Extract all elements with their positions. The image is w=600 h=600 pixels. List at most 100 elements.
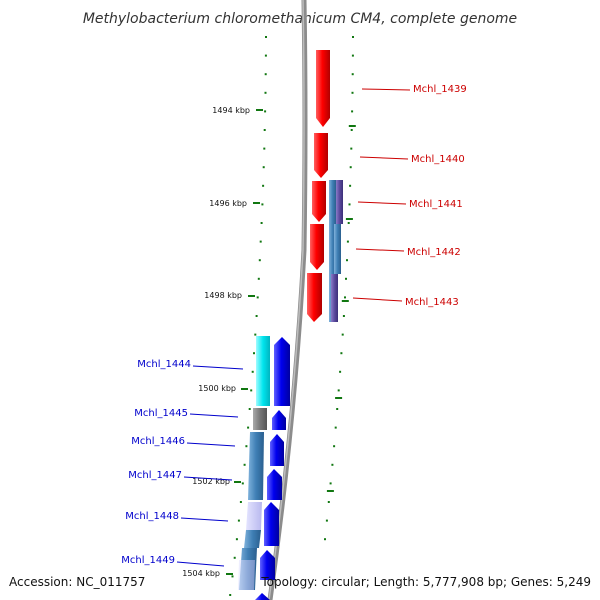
minor-tick	[348, 125, 356, 127]
gene-label-mchl-1448[interactable]: Mchl_1448	[125, 511, 179, 522]
gene-label-mchl-1441[interactable]: Mchl_1441	[409, 199, 463, 210]
minor-tick	[259, 240, 262, 243]
scale-label: 1502 kbp	[192, 477, 230, 486]
map-title: Methylobacterium chloromethanicum CM4, c…	[83, 11, 517, 27]
minor-tick	[345, 277, 347, 280]
minor-tick	[334, 426, 337, 429]
minor-tick	[251, 370, 254, 373]
gene-label-mchl-1446[interactable]: Mchl_1446	[131, 436, 185, 447]
minor-tick	[351, 73, 354, 76]
gene-mchl-1439[interactable]	[316, 50, 330, 127]
gene-label-mchl-1442[interactable]: Mchl_1442	[407, 247, 461, 258]
minor-tick	[262, 184, 265, 187]
gene-label-mchl-1443[interactable]: Mchl_1443	[405, 297, 459, 308]
minor-tick	[349, 166, 352, 169]
gene-label-mchl-1449[interactable]: Mchl_1449	[121, 555, 175, 566]
gene-mchl-1447[interactable]	[267, 469, 282, 500]
minor-tick	[261, 203, 264, 206]
minor-tick	[264, 110, 267, 113]
minor-tick	[346, 240, 349, 243]
minor-tick	[250, 389, 253, 392]
major-tick	[253, 202, 260, 204]
minor-tick	[325, 519, 328, 522]
leader-line	[176, 561, 225, 567]
leader-line	[189, 413, 239, 418]
leader-line	[183, 476, 233, 481]
scale-label: 1498 kbp	[204, 291, 242, 300]
gene-mchl-1441[interactable]	[312, 181, 326, 222]
forward-strand-features	[307, 50, 343, 322]
minor-tick	[255, 315, 258, 317]
domain-feature	[336, 180, 343, 224]
cds-track-reverse	[248, 432, 264, 500]
minor-tick	[262, 166, 265, 169]
minor-tick	[257, 277, 260, 280]
minor-tick	[247, 426, 250, 429]
gene-label-mchl-1444[interactable]: Mchl_1444	[137, 359, 191, 370]
leader-line	[186, 442, 236, 447]
gene-label-mchl-1445[interactable]: Mchl_1445	[134, 408, 188, 419]
minor-tick	[349, 184, 352, 187]
gene-mchl-1445[interactable]	[272, 410, 286, 430]
reverse-gene-labels: Mchl_1444 Mchl_1445 Mchl_1446 Mchl_1447 …	[121, 359, 244, 567]
leader-line	[180, 517, 229, 522]
gene-label-mchl-1447[interactable]: Mchl_1447	[128, 470, 182, 481]
minor-tick	[254, 333, 257, 336]
gene-mchl-1443[interactable]	[307, 273, 322, 322]
cds-track-reverse-overlay	[238, 560, 255, 590]
accession-text: Accession: NC_011757	[9, 575, 145, 589]
minor-tick	[340, 352, 343, 355]
leader-line	[361, 88, 411, 91]
leader-line	[359, 156, 409, 160]
gene-label-mchl-1439[interactable]: Mchl_1439	[413, 84, 467, 95]
gene-next	[255, 593, 270, 600]
cds-track-reverse-light	[246, 502, 262, 530]
minor-tick	[350, 147, 353, 150]
scale-tick-marks	[229, 36, 356, 596]
minor-tick	[331, 463, 334, 466]
minor-tick	[345, 218, 353, 220]
minor-tick	[352, 36, 354, 38]
minor-tick	[239, 501, 242, 503]
cyan-feature	[256, 336, 270, 406]
cds-track-forward-2	[334, 224, 341, 274]
leader-line	[352, 297, 403, 302]
minor-tick	[233, 556, 236, 559]
gene-mchl-1440[interactable]	[314, 133, 328, 178]
genome-summary-text: Topology: circular; Length: 5,777,908 bp…	[260, 575, 591, 589]
minor-tick	[344, 296, 346, 299]
gene-mchl-1444[interactable]	[274, 337, 290, 406]
gene-mchl-1446[interactable]	[270, 434, 284, 466]
minor-tick	[241, 482, 244, 485]
genome-backbone	[267, 0, 308, 600]
minor-tick	[256, 296, 259, 299]
minor-tick	[341, 333, 344, 336]
minor-tick	[348, 203, 351, 206]
minor-tick	[237, 519, 240, 522]
major-tick	[256, 109, 263, 111]
gene-mchl-1449[interactable]	[260, 550, 275, 580]
minor-tick	[264, 73, 267, 76]
minor-tick	[245, 445, 248, 448]
leader-line	[192, 365, 244, 370]
scale-label: 1496 kbp	[209, 199, 247, 208]
major-tick	[248, 295, 255, 297]
backbone-highlight	[268, 0, 305, 600]
minor-tick	[336, 408, 339, 410]
scale-label: 1504 kbp	[182, 569, 220, 578]
minor-tick	[337, 389, 340, 392]
minor-tick	[258, 259, 261, 262]
minor-tick	[324, 538, 326, 541]
gene-mchl-1442[interactable]	[310, 224, 324, 270]
gene-label-mchl-1440[interactable]: Mchl_1440	[411, 154, 465, 165]
scale-label: 1500 kbp	[198, 384, 236, 393]
minor-tick	[263, 147, 266, 150]
minor-tick	[351, 110, 354, 113]
minor-tick	[264, 91, 267, 94]
minor-tick	[264, 54, 267, 57]
forward-gene-labels: Mchl_1439 Mchl_1440 Mchl_1441 Mchl_1442 …	[352, 84, 467, 308]
gene-mchl-1448[interactable]	[264, 502, 279, 546]
minor-tick	[335, 397, 343, 399]
minor-tick	[229, 594, 232, 596]
